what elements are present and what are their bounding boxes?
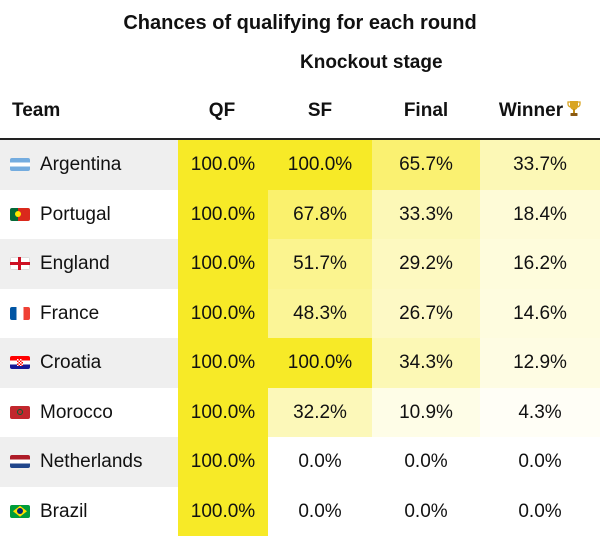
chart-title: Chances of qualifying for each round bbox=[0, 12, 600, 35]
table-header: Team QF SF Final Winner bbox=[0, 88, 600, 140]
winner-cell: 4.3% bbox=[480, 388, 600, 438]
team-name: Portugal bbox=[40, 190, 111, 240]
chart-subtitle: Knockout stage bbox=[300, 52, 470, 74]
qf-cell: 100.0% bbox=[178, 239, 268, 289]
croatia-flag-icon bbox=[10, 356, 30, 369]
netherlands-flag-icon bbox=[10, 455, 30, 468]
trophy-icon bbox=[567, 100, 581, 118]
table-row: France 100.0%48.3%26.7%14.6% bbox=[0, 289, 600, 339]
winner-cell: 33.7% bbox=[480, 140, 600, 190]
brazil-flag-icon bbox=[10, 505, 30, 518]
header-qf: QF bbox=[180, 100, 264, 122]
qf-cell: 100.0% bbox=[178, 487, 268, 536]
qf-cell: 100.0% bbox=[178, 338, 268, 388]
england-flag-icon bbox=[10, 257, 30, 270]
header-winner-label: Winner bbox=[499, 100, 563, 121]
winner-cell: 18.4% bbox=[480, 190, 600, 240]
qf-cell: 100.0% bbox=[178, 140, 268, 190]
team-name: Morocco bbox=[40, 388, 113, 438]
winner-cell: 0.0% bbox=[480, 487, 600, 536]
table-row: Morocco 100.0%32.2%10.9%4.3% bbox=[0, 388, 600, 438]
qf-cell: 100.0% bbox=[178, 437, 268, 487]
header-team: Team bbox=[12, 100, 60, 122]
winner-cell: 0.0% bbox=[480, 437, 600, 487]
team-cell: England bbox=[10, 239, 178, 289]
final-cell: 65.7% bbox=[372, 140, 480, 190]
winner-cell: 12.9% bbox=[480, 338, 600, 388]
team-name: Argentina bbox=[40, 140, 121, 190]
qf-cell: 100.0% bbox=[178, 388, 268, 438]
header-winner: Winner bbox=[480, 100, 600, 122]
team-name: Croatia bbox=[40, 338, 101, 388]
team-cell: Portugal bbox=[10, 190, 178, 240]
header-sf: SF bbox=[270, 100, 370, 122]
final-cell: 10.9% bbox=[372, 388, 480, 438]
qf-cell: 100.0% bbox=[178, 190, 268, 240]
winner-cell: 16.2% bbox=[480, 239, 600, 289]
final-cell: 0.0% bbox=[372, 487, 480, 536]
sf-cell: 67.8% bbox=[268, 190, 372, 240]
team-cell: France bbox=[10, 289, 178, 339]
team-cell: Croatia bbox=[10, 338, 178, 388]
final-cell: 29.2% bbox=[372, 239, 480, 289]
morocco-flag-icon bbox=[10, 406, 30, 419]
table-row: Portugal 100.0%67.8%33.3%18.4% bbox=[0, 190, 600, 240]
sf-cell: 0.0% bbox=[268, 487, 372, 536]
team-name: Netherlands bbox=[40, 437, 142, 487]
sf-cell: 51.7% bbox=[268, 239, 372, 289]
sf-cell: 100.0% bbox=[268, 140, 372, 190]
team-cell: Morocco bbox=[10, 388, 178, 438]
table-row: England 100.0%51.7%29.2%16.2% bbox=[0, 239, 600, 289]
final-cell: 26.7% bbox=[372, 289, 480, 339]
team-cell: Argentina bbox=[10, 140, 178, 190]
qf-cell: 100.0% bbox=[178, 289, 268, 339]
sf-cell: 0.0% bbox=[268, 437, 372, 487]
final-cell: 34.3% bbox=[372, 338, 480, 388]
final-cell: 0.0% bbox=[372, 437, 480, 487]
team-name: Brazil bbox=[40, 487, 88, 536]
sf-cell: 32.2% bbox=[268, 388, 372, 438]
winner-cell: 14.6% bbox=[480, 289, 600, 339]
sf-cell: 48.3% bbox=[268, 289, 372, 339]
team-name: England bbox=[40, 239, 110, 289]
portugal-flag-icon bbox=[10, 208, 30, 221]
france-flag-icon bbox=[10, 307, 30, 320]
team-cell: Netherlands bbox=[10, 437, 178, 487]
team-name: France bbox=[40, 289, 99, 339]
sf-cell: 100.0% bbox=[268, 338, 372, 388]
final-cell: 33.3% bbox=[372, 190, 480, 240]
argentina-flag-icon bbox=[10, 158, 30, 171]
header-final: Final bbox=[372, 100, 480, 122]
team-cell: Brazil bbox=[10, 487, 178, 536]
